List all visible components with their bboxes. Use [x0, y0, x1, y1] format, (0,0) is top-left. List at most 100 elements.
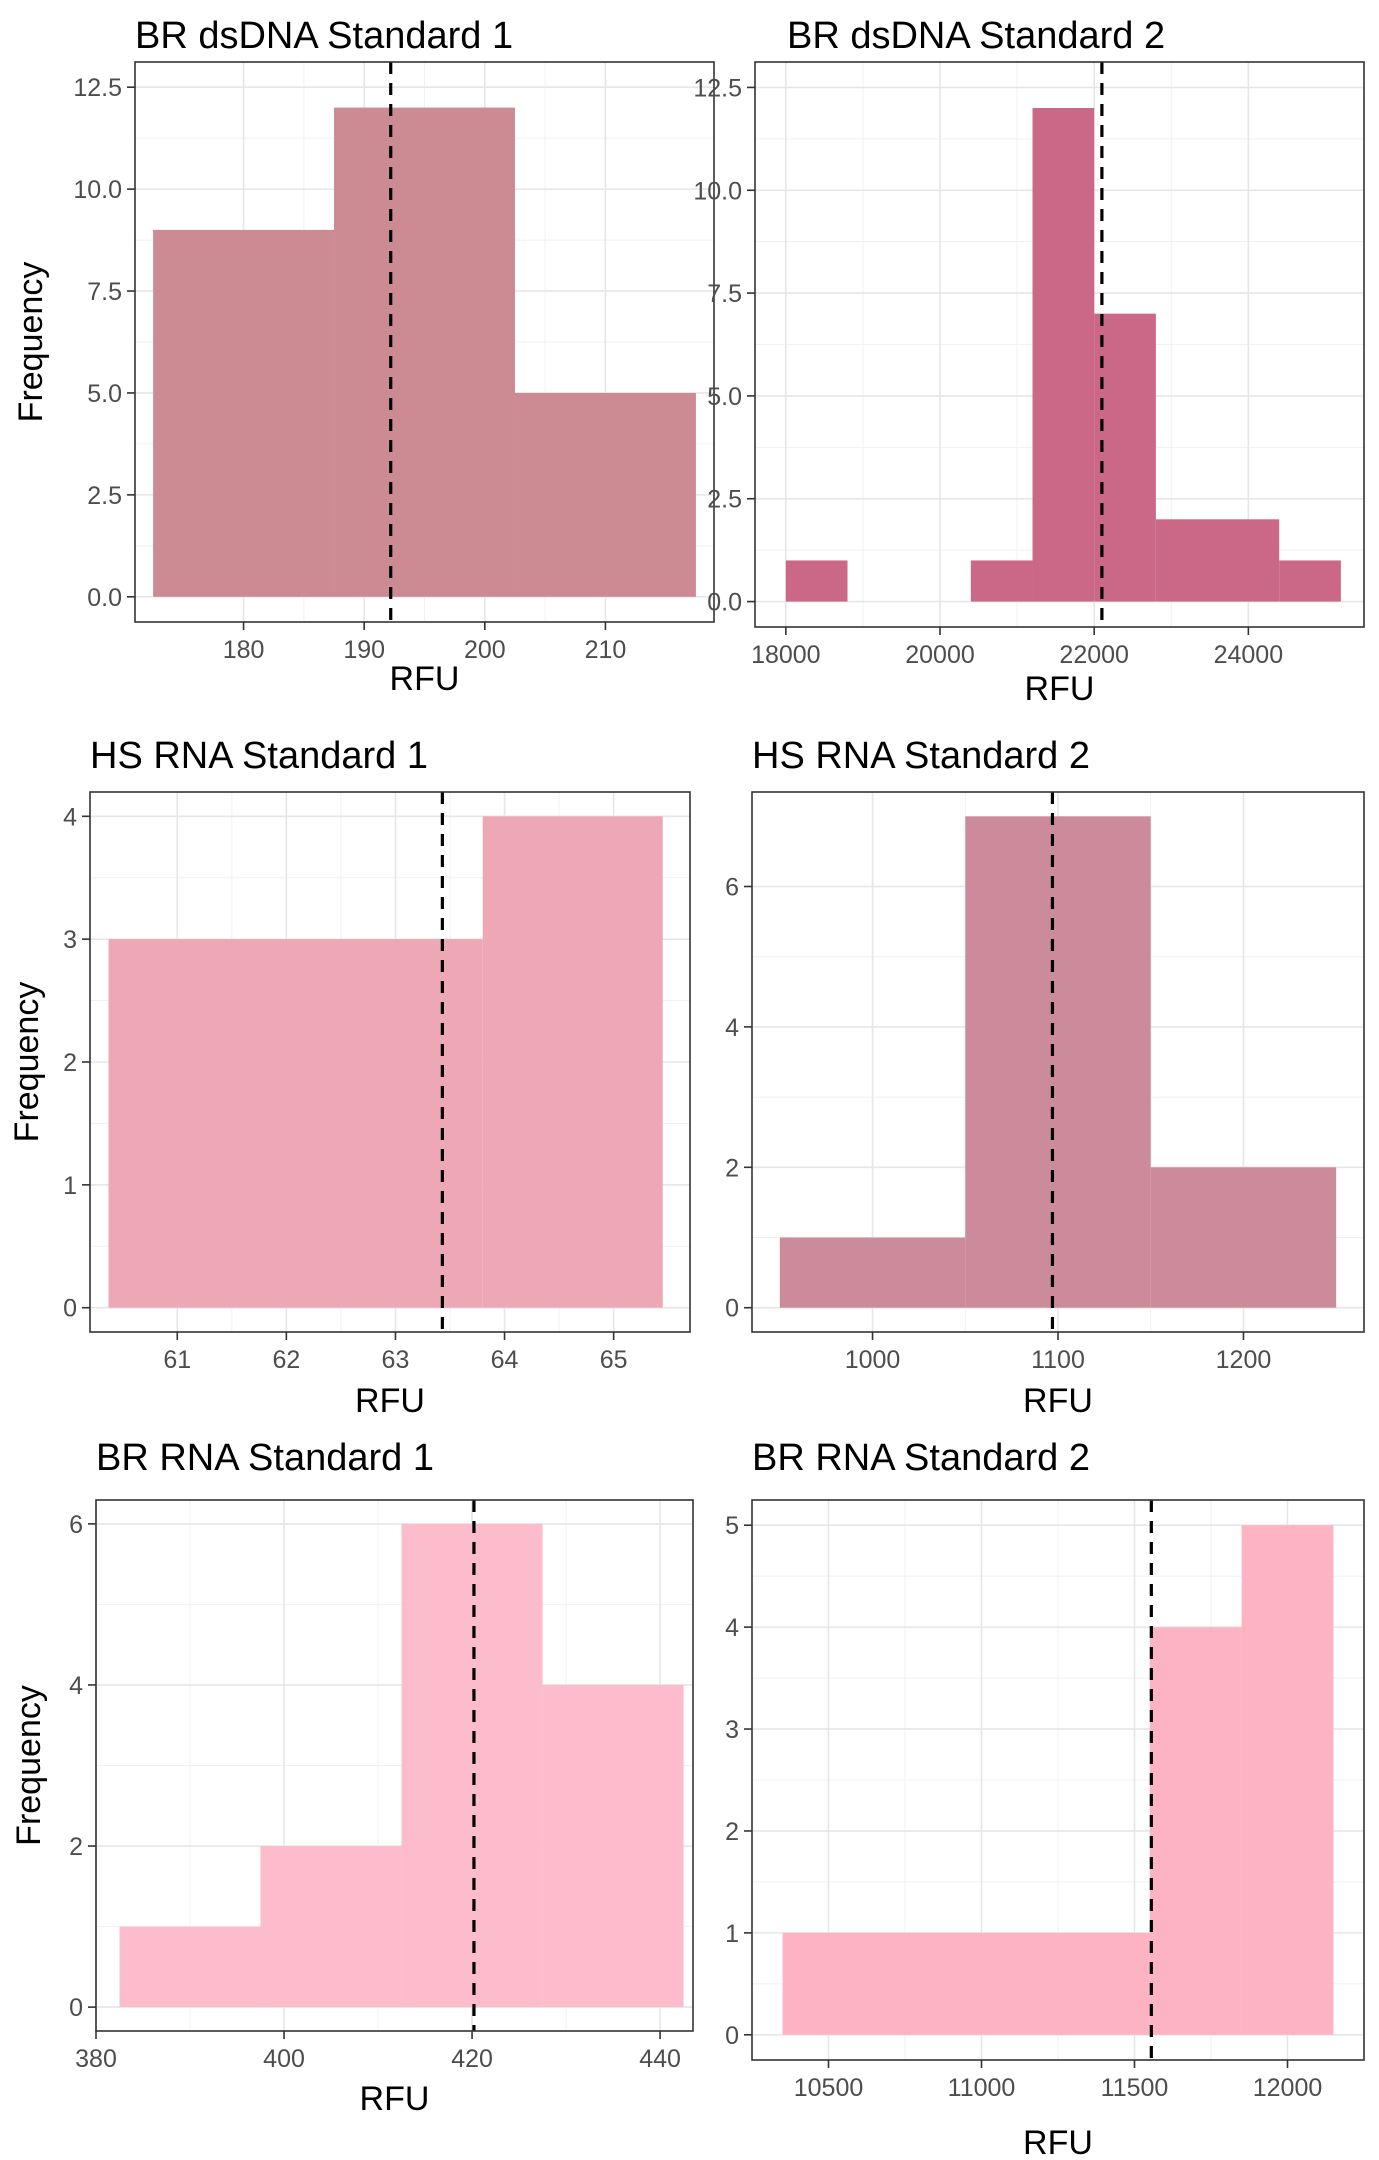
x-axis-title: RFU [360, 2080, 430, 2118]
x-tick-label: 62 [272, 1346, 300, 1374]
panel-title: HS RNA Standard 2 [752, 735, 1090, 777]
y-tick-label: 0.0 [707, 589, 742, 617]
y-tick-label: 4 [725, 1014, 739, 1042]
y-tick-label: 2 [63, 1049, 77, 1077]
x-tick-label: 12000 [1253, 2074, 1323, 2102]
y-tick-label: 7.5 [87, 278, 122, 306]
y-tick-label: 1 [63, 1172, 77, 1200]
histogram-bar [108, 939, 483, 1308]
plot-frame [95, 1499, 694, 2032]
y-tick-label: 12.5 [73, 74, 122, 102]
x-tick-label: 1200 [1216, 1346, 1272, 1374]
histogram-panel: 180 190 200 210 0.0 2.5 5.0 7.5 10.0 12.5 BR dsDNA… [12, 15, 715, 698]
y-tick-label: 6 [69, 1511, 83, 1539]
histogram-bar [482, 816, 663, 1308]
y-tick-label: 2.5 [87, 482, 122, 510]
x-tick-label: 24000 [1214, 641, 1284, 669]
x-axis-title: RFU [1025, 670, 1095, 708]
y-tick-label: 7.5 [707, 280, 742, 308]
x-axis-title: RFU [355, 1382, 425, 1420]
plot-frame [754, 61, 1365, 628]
x-tick-label: 1000 [845, 1346, 901, 1374]
y-tick-label: 0 [725, 1295, 739, 1323]
y-tick-label: 3 [725, 1716, 739, 1744]
x-tick-label: 63 [382, 1346, 410, 1374]
y-tick-label: 5.0 [707, 383, 742, 411]
histogram-bar [1094, 313, 1156, 602]
x-axis-title: RFU [390, 660, 460, 698]
y-tick-label: 1 [725, 1920, 739, 1948]
x-tick-label: 11000 [948, 2074, 1016, 2102]
y-tick-label: 2 [725, 1154, 739, 1182]
panel-title: BR dsDNA Standard 1 [135, 15, 513, 57]
y-tick-label: 10.0 [693, 177, 742, 205]
histogram-panel: 1000 1100 1200 0 2 4 6 HS RNA Standard 2 RFU [725, 735, 1365, 1420]
x-tick-label: 22000 [1059, 641, 1129, 669]
histogram-bar [1155, 519, 1280, 602]
histogram-bar [779, 1237, 966, 1308]
histogram-bar [260, 1846, 402, 2008]
x-tick-label: 180 [223, 636, 265, 664]
x-tick-label: 1100 [1031, 1346, 1085, 1374]
plot-frame [751, 1499, 1365, 2061]
histogram-bar [153, 229, 335, 597]
panel-title: BR RNA Standard 2 [752, 1437, 1090, 1479]
histogram-panel: 10500 11000 11500 12000 0 1 2 3 4 5 BR RNA Standar… [725, 1437, 1365, 2160]
histogram-bar [782, 1932, 1150, 2035]
y-tick-label: 6 [725, 874, 739, 902]
histogram-bar [1032, 107, 1095, 602]
panel-title: HS RNA Standard 1 [90, 735, 428, 777]
y-tick-label: 3 [63, 926, 77, 954]
panel-title: BR dsDNA Standard 2 [787, 15, 1165, 57]
plot-frame [134, 61, 715, 623]
histogram-panel: 61 62 63 64 65 0 1 2 3 4 HS RNA Standard 1 RFU Frequ… [8, 735, 691, 1420]
x-tick-label: 20000 [905, 641, 975, 669]
x-tick-label: 380 [75, 2045, 117, 2073]
y-tick-label: 0.0 [87, 584, 122, 612]
y-tick-label: 4 [69, 1672, 83, 1700]
x-tick-label: 65 [600, 1346, 628, 1374]
histogram-bar [1149, 1627, 1242, 2035]
histogram-bar [1241, 1525, 1334, 2035]
y-tick-label: 2 [725, 1818, 739, 1846]
y-tick-label: 5 [725, 1512, 739, 1540]
y-tick-label: 12.5 [693, 74, 742, 102]
y-axis-title: Frequency [12, 262, 50, 423]
x-tick-label: 11500 [1101, 2074, 1169, 2102]
histogram-bar [514, 392, 696, 597]
y-tick-label: 2 [69, 1833, 83, 1861]
histogram-bar [1150, 1167, 1337, 1308]
y-axis-title: Frequency [8, 982, 46, 1143]
x-tick-label: 190 [343, 636, 385, 664]
y-tick-label: 0 [63, 1295, 77, 1323]
x-tick-label: 18000 [751, 641, 821, 669]
y-axis-title: Frequency [10, 1685, 48, 1846]
x-tick-label: 10500 [794, 2074, 864, 2102]
x-tick-label: 400 [263, 2045, 305, 2073]
x-axis-title: RFU [1023, 2124, 1093, 2160]
x-tick-label: 440 [639, 2045, 681, 2073]
x-tick-label: 420 [451, 2045, 493, 2073]
histogram-bar [785, 560, 848, 602]
histogram-panel: 380 400 420 440 0 2 4 6 BR RNA Standard 1 RFU Freq… [10, 1437, 694, 2118]
y-tick-label: 5.0 [87, 380, 122, 408]
histogram-bar [334, 107, 515, 597]
x-axis-title: RFU [1023, 1382, 1093, 1420]
x-tick-label: 200 [464, 636, 506, 664]
histogram-bar [1279, 560, 1341, 602]
y-tick-label: 2.5 [707, 486, 742, 514]
x-tick-label: 61 [163, 1346, 191, 1374]
y-tick-label: 0 [69, 1994, 83, 2022]
x-tick-label: 64 [491, 1346, 519, 1374]
histogram-bar [965, 816, 1151, 1308]
y-tick-label: 10.0 [73, 176, 122, 204]
y-tick-label: 4 [725, 1614, 739, 1642]
histogram-bar [401, 1523, 543, 2008]
x-tick-label: 210 [585, 636, 627, 664]
y-tick-label: 4 [63, 803, 77, 831]
y-tick-label: 0 [725, 2022, 739, 2050]
histogram-bar [119, 1926, 261, 2008]
histogram-bar [542, 1684, 684, 2008]
histogram-panel: 18000 20000 22000 24000 0.0 2.5 5.0 7.5 10.0 12.5… [693, 15, 1365, 708]
